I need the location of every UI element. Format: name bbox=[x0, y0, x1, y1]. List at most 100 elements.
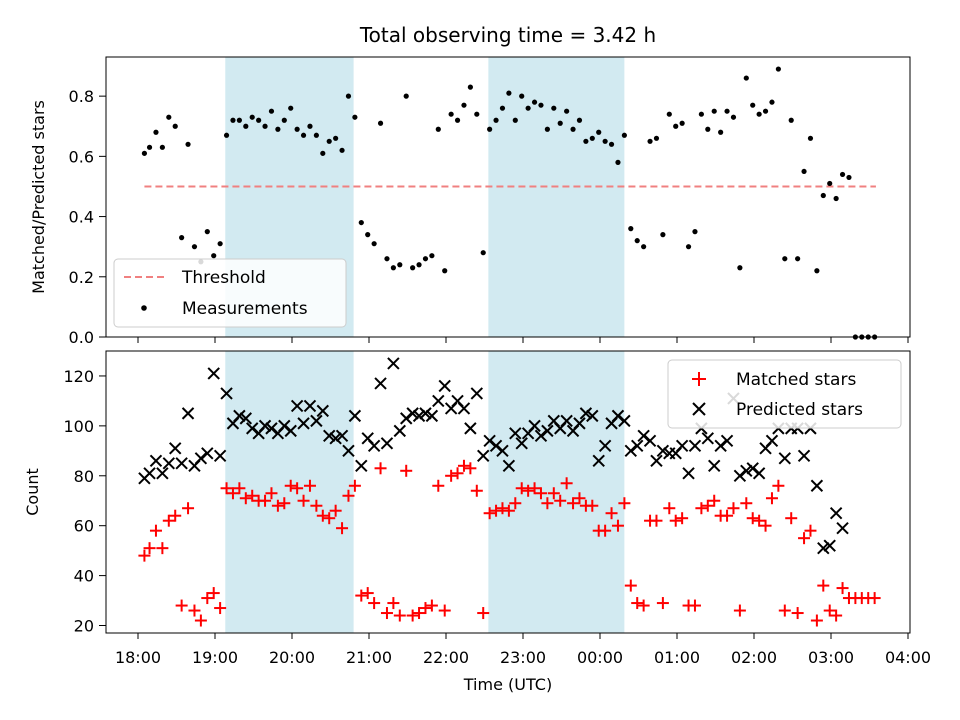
measurement-point bbox=[422, 256, 429, 262]
predicted-point bbox=[143, 467, 156, 480]
measurement-point bbox=[608, 141, 615, 147]
predicted-point bbox=[387, 357, 400, 370]
x-tick-label: 23:00 bbox=[500, 648, 546, 667]
matched-point bbox=[342, 489, 355, 502]
matched-point bbox=[778, 604, 791, 617]
measurement-point bbox=[673, 123, 679, 129]
predicted-point bbox=[631, 439, 644, 453]
measurement-point bbox=[262, 123, 268, 129]
matched-point bbox=[233, 482, 246, 495]
matched-point bbox=[374, 462, 387, 475]
matched-point bbox=[457, 459, 470, 472]
measurement-point bbox=[551, 105, 557, 111]
y-tick-label: 0.6 bbox=[69, 147, 94, 166]
predicted-point bbox=[162, 457, 176, 470]
measurement-point bbox=[365, 232, 371, 238]
measurement-point bbox=[480, 250, 486, 256]
matched-point bbox=[695, 502, 708, 515]
y-tick-label: 40 bbox=[74, 567, 94, 586]
matched-point bbox=[836, 582, 849, 595]
matched-point bbox=[419, 602, 432, 615]
matched-point bbox=[393, 609, 406, 622]
predicted-points bbox=[138, 357, 849, 555]
matched-point bbox=[650, 514, 663, 527]
measurement-point bbox=[326, 138, 332, 144]
matched-point bbox=[637, 599, 650, 612]
legend-matched-label: Matched stars bbox=[736, 370, 856, 390]
measurement-point bbox=[243, 123, 249, 129]
y-tick-label: 100 bbox=[63, 417, 94, 436]
matched-point bbox=[560, 477, 573, 490]
predicted-point bbox=[393, 424, 407, 438]
predicted-point bbox=[528, 419, 541, 433]
matched-point bbox=[188, 604, 201, 617]
measurement-point bbox=[410, 265, 416, 271]
predicted-point bbox=[752, 467, 766, 480]
measurement-point bbox=[352, 114, 358, 120]
matched-point bbox=[470, 484, 483, 497]
legend-measurements-swatch bbox=[141, 305, 147, 311]
x-tick-label: 03:00 bbox=[808, 648, 854, 667]
matched-point bbox=[759, 519, 772, 532]
predicted-point bbox=[823, 539, 836, 552]
predicted-point bbox=[329, 432, 342, 445]
matched-point bbox=[817, 579, 830, 592]
predicted-point bbox=[598, 439, 612, 453]
matched-point bbox=[823, 604, 836, 617]
x-tick-label: 18:00 bbox=[115, 648, 161, 667]
matched-point bbox=[323, 512, 336, 525]
predicted-point bbox=[233, 409, 246, 423]
bottom-y-axis-label: Count bbox=[23, 468, 42, 516]
measurement-point bbox=[839, 171, 846, 178]
predicted-point bbox=[406, 407, 419, 420]
matched-point bbox=[554, 494, 567, 507]
y-tick-label: 0.0 bbox=[69, 328, 94, 347]
measurement-point bbox=[814, 268, 820, 274]
matched-point bbox=[541, 497, 554, 510]
matched-point bbox=[753, 514, 766, 527]
matched-points bbox=[138, 459, 881, 627]
matched-point bbox=[490, 504, 503, 517]
predicted-point bbox=[618, 414, 631, 428]
measurement-point bbox=[256, 117, 262, 123]
measurement-point bbox=[762, 108, 769, 114]
predicted-point bbox=[534, 429, 548, 443]
predicted-point bbox=[278, 419, 291, 433]
measurement-point bbox=[141, 150, 148, 156]
measurement-point bbox=[801, 168, 807, 175]
matched-point bbox=[765, 492, 778, 505]
predicted-point bbox=[797, 449, 811, 463]
x-tick-label: 02:00 bbox=[731, 648, 777, 667]
measurement-point bbox=[153, 129, 159, 135]
predicted-point bbox=[624, 444, 638, 458]
measurement-point bbox=[833, 195, 839, 202]
legend-matched-swatch bbox=[692, 372, 706, 386]
matched-point bbox=[791, 607, 804, 620]
measurement-point bbox=[512, 117, 518, 123]
matched-point bbox=[534, 487, 547, 500]
measurement-point bbox=[429, 253, 435, 259]
x-tick-label: 00:00 bbox=[577, 648, 623, 667]
predicted-point bbox=[496, 444, 509, 458]
measurement-point bbox=[525, 105, 531, 111]
matched-point bbox=[169, 509, 182, 522]
measurement-point bbox=[146, 144, 153, 150]
measurement-point bbox=[730, 114, 737, 120]
predicted-point bbox=[470, 387, 484, 400]
predicted-point bbox=[637, 429, 650, 443]
matched-point bbox=[162, 514, 175, 527]
measurement-point bbox=[300, 132, 307, 138]
predicted-point bbox=[810, 479, 824, 492]
measurement-point bbox=[204, 229, 210, 235]
predicted-point bbox=[746, 462, 759, 475]
predicted-point bbox=[169, 442, 182, 455]
bottom-axes-frame bbox=[105, 350, 911, 634]
measurement-point bbox=[846, 174, 852, 181]
predicted-point bbox=[675, 439, 689, 453]
x-tick-label: 04:00 bbox=[885, 648, 931, 667]
matched-point bbox=[611, 519, 624, 532]
measurement-point bbox=[570, 126, 576, 132]
matched-point bbox=[567, 497, 580, 510]
matched-point bbox=[740, 497, 753, 510]
matched-point bbox=[220, 482, 233, 495]
